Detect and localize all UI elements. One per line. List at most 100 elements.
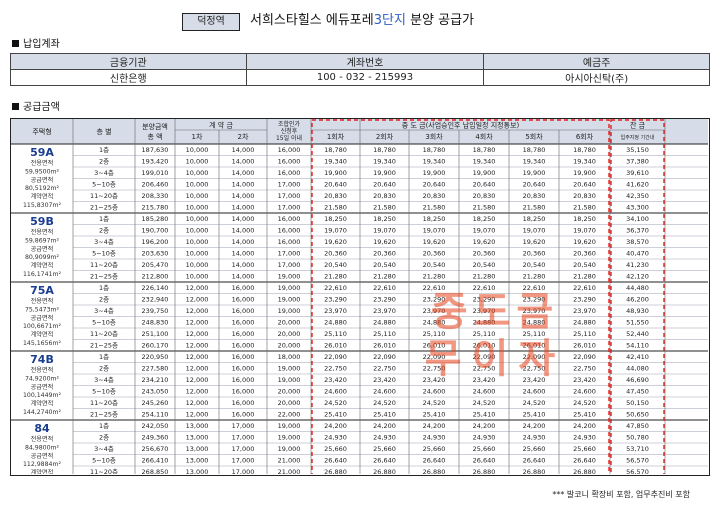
type-desc-line: 공급면적 (31, 245, 54, 253)
type-desc-line: 계약면적 (31, 193, 54, 201)
price-cell: 18,250 (373, 215, 396, 223)
price-cell: 17,000 (232, 445, 255, 453)
price-cell: 19,900 (523, 169, 546, 177)
floor-cell: 5~10층 (92, 387, 116, 396)
floor-cell: 1층 (99, 352, 109, 361)
price-cell: 18,000 (278, 353, 301, 361)
page-title: 서희스타힐스 에듀포레3단지 분양 공급가 (250, 12, 474, 30)
price-cell: 24,600 (473, 388, 496, 396)
header-band (11, 119, 708, 144)
price-cell: 20,540 (373, 261, 396, 269)
price-cell: 17,000 (278, 204, 301, 212)
price-cell: 205,470 (142, 261, 169, 269)
price-cell: 19,340 (573, 158, 596, 166)
header-union-1: 조합인가 (278, 120, 301, 128)
price-cell: 10,000 (186, 250, 209, 258)
price-cell: 18,250 (573, 215, 596, 223)
price-cell: 23,420 (473, 376, 496, 384)
header-balance-group: 잔 금 (630, 121, 646, 130)
price-cell: 26,010 (373, 342, 396, 350)
price-cell: 17,000 (232, 422, 255, 430)
price-cell: 21,280 (324, 273, 347, 281)
price-cell: 26,640 (523, 457, 546, 465)
price-cell: 20,000 (278, 342, 301, 350)
floor-cell: 1층 (99, 283, 109, 292)
price-cell: 20,540 (473, 261, 496, 269)
price-cell: 18,250 (523, 215, 546, 223)
price-cell: 50,650 (626, 411, 649, 419)
price-cell: 23,420 (423, 376, 446, 384)
price-cell: 196,200 (142, 238, 169, 246)
price-cell: 17,000 (232, 468, 255, 474)
price-cell: 24,200 (423, 422, 446, 430)
type-desc-line: 계약면적 (31, 262, 54, 270)
price-cell: 52,440 (626, 330, 649, 338)
type-label-84: 84 (34, 422, 50, 435)
price-cell: 24,600 (373, 388, 396, 396)
price-cell: 21,000 (278, 468, 301, 474)
price-cell: 25,660 (423, 445, 446, 453)
price-cell: 23,420 (373, 376, 396, 384)
price-cell: 187,630 (142, 146, 169, 154)
price-cell: 23,420 (573, 376, 596, 384)
price-cell: 26,010 (324, 342, 347, 350)
header-midpay-5: 5회차 (525, 132, 543, 141)
type-desc-line: 전용면적 (31, 159, 54, 167)
price-cell: 193,420 (142, 158, 169, 166)
price-cell: 22,610 (324, 284, 347, 292)
price-cell: 22,090 (373, 353, 396, 361)
price-cell: 23,290 (423, 296, 446, 304)
price-cell: 19,620 (423, 238, 446, 246)
price-cell: 13,000 (186, 468, 209, 474)
price-cell: 23,420 (324, 376, 347, 384)
price-cell: 20,000 (278, 319, 301, 327)
price-cell: 16,000 (278, 169, 301, 177)
square-bullet-icon (12, 103, 19, 110)
price-cell: 34,100 (626, 215, 649, 223)
price-cell: 18,250 (324, 215, 347, 223)
type-desc-line: 전용면적 (31, 228, 54, 236)
price-cell: 14,000 (232, 261, 255, 269)
price-cell: 25,660 (523, 445, 546, 453)
price-cell: 12,000 (186, 330, 209, 338)
price-cell: 17,000 (278, 181, 301, 189)
price-cell: 41,620 (626, 181, 649, 189)
price-cell: 20,360 (423, 250, 446, 258)
price-cell: 22,610 (373, 284, 396, 292)
price-cell: 19,000 (278, 307, 301, 315)
price-cell: 20,830 (324, 192, 347, 200)
price-cell: 16,000 (278, 215, 301, 223)
type-desc-line: 100,1449m² (23, 392, 62, 399)
price-cell: 18,780 (573, 146, 596, 154)
price-cell: 21,280 (423, 273, 446, 281)
header-type: 주택형 (32, 127, 51, 136)
header-floor: 층 별 (96, 127, 111, 136)
price-cell: 46,690 (626, 376, 649, 384)
floor-cell: 3~4층 (94, 444, 114, 453)
price-cell: 19,620 (473, 238, 496, 246)
price-cell: 24,600 (573, 388, 596, 396)
price-cell: 26,640 (573, 457, 596, 465)
price-cell: 14,000 (232, 181, 255, 189)
price-cell: 10,000 (186, 158, 209, 166)
price-cell: 19,340 (523, 158, 546, 166)
header-deposit-2: 2차 (238, 132, 249, 141)
price-cell: 25,410 (473, 411, 496, 419)
type-desc-line: 74,9200m² (25, 375, 60, 382)
price-cell: 227,580 (142, 365, 169, 373)
price-cell: 16,000 (278, 227, 301, 235)
header-union-2: 신청후 (281, 127, 298, 135)
price-cell: 16,000 (232, 284, 255, 292)
floor-cell: 11~20층 (90, 260, 118, 269)
price-cell: 20,360 (373, 250, 396, 258)
price-cell: 20,640 (573, 181, 596, 189)
floor-cell: 5~10층 (92, 180, 116, 189)
price-cell: 24,520 (473, 399, 496, 407)
price-cell: 19,000 (278, 296, 301, 304)
price-cell: 203,630 (142, 250, 169, 258)
type-desc-line: 112,9884m² (23, 461, 62, 468)
floor-cell: 5~10층 (92, 318, 116, 327)
price-cell: 23,970 (473, 307, 496, 315)
price-cell: 14,000 (232, 250, 255, 258)
